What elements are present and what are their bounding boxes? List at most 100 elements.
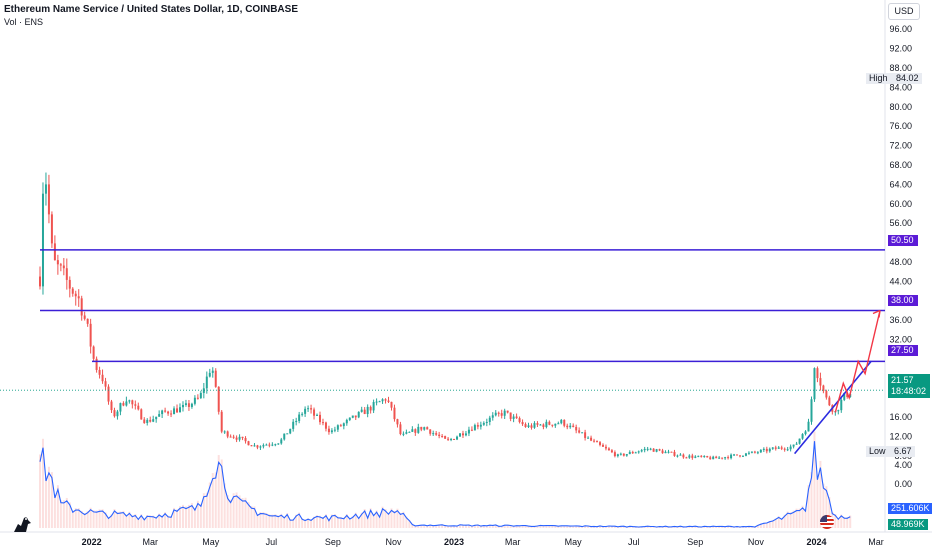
level-tag-50-50: 50.50: [888, 235, 918, 246]
volume-bar: [396, 508, 399, 528]
candle-body: [345, 419, 348, 424]
candle-body: [226, 431, 229, 437]
volume-bar: [599, 525, 601, 528]
candle-body: [813, 368, 816, 400]
us-flag-icon[interactable]: [820, 515, 834, 529]
price-tick-label: 4.00: [894, 460, 912, 470]
currency-button[interactable]: USD: [888, 3, 920, 20]
candle-body: [41, 193, 44, 287]
candle-body: [789, 446, 792, 450]
candle-body: [399, 424, 402, 435]
volume-bar: [339, 517, 342, 528]
candle-body: [604, 446, 607, 449]
volume-bar: [485, 525, 488, 528]
candle-body: [173, 408, 176, 415]
volume-bar: [202, 493, 205, 528]
candle-body: [247, 441, 250, 446]
volume-bar: [39, 454, 41, 528]
candle-body: [816, 368, 819, 379]
volume-bar: [140, 514, 143, 528]
candle-body: [607, 448, 610, 451]
volume-bar: [557, 526, 560, 528]
candle-body: [703, 456, 706, 458]
volume-bar: [357, 517, 360, 528]
candle-body: [170, 413, 173, 415]
candle-body: [390, 401, 393, 408]
candle-body: [116, 411, 119, 417]
level-tag-27-50: 27.50: [888, 345, 918, 356]
candle-body: [208, 372, 211, 377]
volume-bar: [610, 526, 613, 528]
volume-bar: [750, 526, 753, 528]
price-tick-label: 64.00: [889, 179, 912, 189]
candle-body: [792, 444, 795, 447]
volume-bar: [521, 525, 524, 528]
volume-bar: [792, 510, 795, 528]
candle-body: [56, 260, 59, 265]
volume-indicator-label[interactable]: Vol · ENS: [4, 17, 44, 27]
volume-bar: [393, 510, 396, 528]
candle-body: [330, 430, 333, 433]
candle-body: [652, 448, 655, 452]
symbol-title: Ethereum Name Service / United States Do…: [4, 4, 298, 15]
volume-bar: [822, 483, 825, 528]
candle-body: [819, 378, 822, 386]
tradingview-logo-icon[interactable]: [12, 514, 34, 534]
price-tick-label: 0.00: [894, 479, 912, 489]
candle-body: [68, 279, 71, 289]
volume-bar: [426, 525, 429, 528]
candle-body: [74, 293, 77, 297]
volume-bar: [628, 526, 631, 528]
candle-body: [241, 436, 244, 439]
volume-bar: [247, 502, 250, 528]
candle-body: [149, 419, 152, 422]
volume-bar: [533, 526, 536, 528]
candle-body: [289, 428, 292, 434]
candle-body: [134, 404, 137, 406]
price-tick-label: 16.00: [889, 412, 912, 422]
volume-bar: [736, 526, 739, 528]
volume-bar: [461, 524, 464, 528]
candle-body: [313, 409, 316, 416]
candle-body: [256, 445, 259, 448]
volume-bar: [47, 466, 50, 528]
volume-bar: [709, 526, 712, 528]
candle-body: [479, 424, 482, 427]
candle-body: [351, 415, 354, 418]
candle-body: [372, 402, 375, 411]
candle-body: [530, 425, 533, 428]
volume-bar: [387, 512, 390, 528]
volume-bar: [360, 512, 363, 528]
volume-bar: [411, 524, 414, 528]
volume-bar: [83, 513, 86, 528]
candle-body: [715, 456, 718, 459]
volume-bar: [482, 525, 485, 528]
candle-body: [575, 426, 578, 431]
volume-bar: [280, 513, 283, 528]
candle-body: [414, 429, 417, 433]
volume-bar: [500, 525, 503, 528]
candle-body: [393, 407, 396, 420]
price-tick-label: 12.00: [889, 432, 912, 442]
volume-bar: [649, 526, 652, 528]
candle-body: [741, 455, 744, 457]
volume-bar: [679, 525, 682, 528]
volume-bar: [563, 525, 566, 528]
candle-body: [786, 449, 789, 451]
time-tick-label: 2024: [806, 537, 826, 547]
volume-bar: [95, 510, 98, 528]
volume-bar: [351, 516, 354, 528]
candle-body: [444, 436, 447, 439]
volume-bar: [128, 511, 131, 528]
candle-body: [83, 315, 86, 319]
candle-body: [470, 429, 473, 431]
volume-bar: [277, 515, 280, 528]
volume-bar: [569, 525, 572, 528]
candle-body: [822, 385, 825, 392]
candle-body: [670, 451, 673, 453]
volume-ma-line: [39, 441, 851, 528]
candle-body: [697, 455, 700, 457]
price-tick-label: 56.00: [889, 218, 912, 228]
level-tag-38-00: 38.00: [888, 295, 918, 306]
